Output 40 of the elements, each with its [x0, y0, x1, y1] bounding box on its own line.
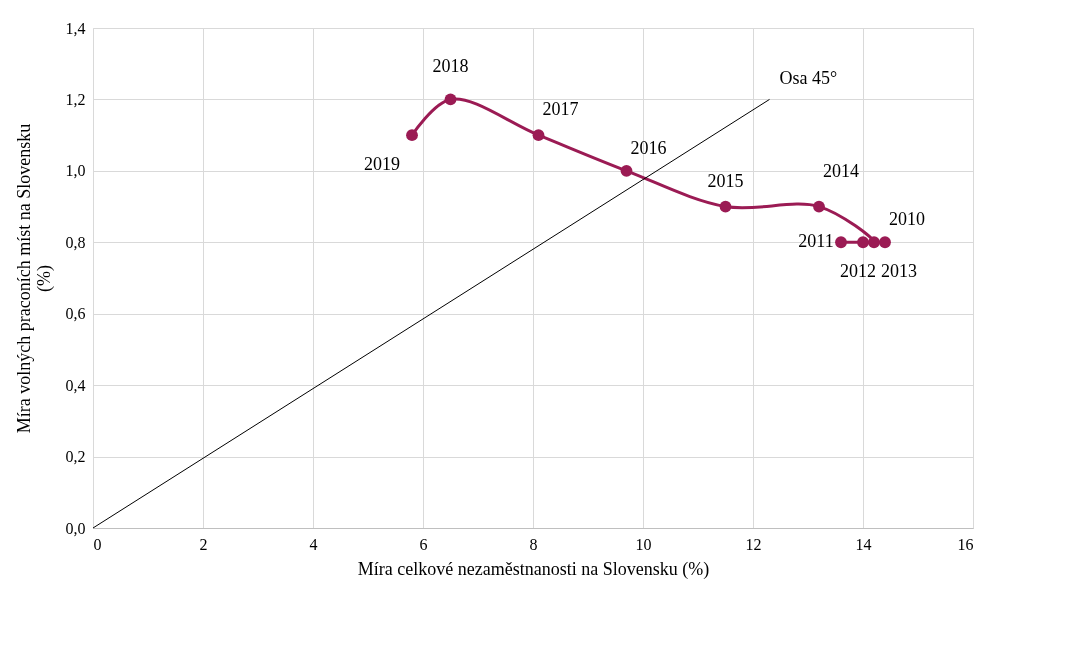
y-tick-label: 0,0	[65, 519, 86, 537]
y-tick-label: 0,2	[65, 448, 86, 466]
x-tick-label: 4	[309, 535, 318, 553]
x-tick-label: 0	[93, 535, 102, 553]
y-tick-label: 0,8	[65, 233, 86, 251]
point	[879, 236, 891, 249]
series-label: Osa 45°	[779, 68, 838, 89]
point	[857, 236, 869, 249]
annotation: 2015	[707, 170, 744, 191]
point	[719, 200, 732, 213]
y-axis-title: Míra volných praconích míst na Slovensku (%)	[13, 123, 55, 434]
point	[835, 236, 847, 249]
x-tick-label: 6	[419, 535, 428, 553]
x-tick-label: 2	[199, 535, 208, 553]
x-tick-label: 12	[745, 535, 762, 553]
point	[813, 200, 825, 213]
annotation: 2016	[630, 137, 667, 158]
annotation: 2013	[881, 261, 917, 282]
annotation: 2017	[542, 99, 579, 120]
x-tick-label: 8	[529, 535, 538, 553]
point	[444, 93, 457, 106]
annotation: 2019	[364, 154, 400, 175]
x-tick-label: 10	[635, 535, 652, 553]
point	[868, 236, 880, 249]
y-tick-label: 1,2	[65, 90, 86, 108]
x-axis-title: Míra celkové nezaměstnanosti na Slovensku (%)	[357, 558, 710, 580]
annotation: 2010	[889, 209, 925, 230]
x-tick-label: 16	[957, 535, 974, 553]
y-tick-label: 0,4	[65, 376, 86, 394]
point	[406, 129, 418, 142]
annotation: 2012	[840, 261, 876, 282]
point	[620, 164, 633, 177]
annotation: 2011	[798, 231, 834, 252]
point	[532, 129, 545, 142]
annotation: 2014	[823, 160, 859, 181]
y-tick-label: 1,4	[65, 19, 86, 37]
x-tick-label: 14	[855, 535, 872, 553]
y-tick-label: 1,0	[65, 162, 86, 180]
annotation: 2018	[432, 56, 469, 77]
y-tick-label: 0,6	[65, 305, 86, 323]
